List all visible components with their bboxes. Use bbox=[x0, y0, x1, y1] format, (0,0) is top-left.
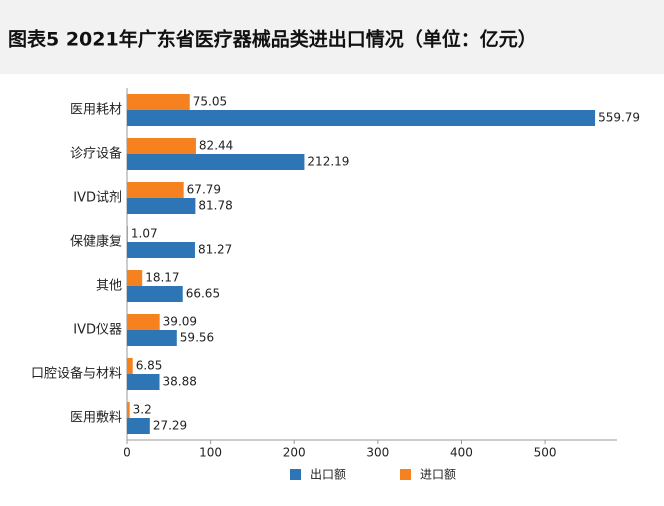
bar bbox=[127, 182, 184, 198]
value-label: 67.79 bbox=[187, 183, 221, 197]
x-tick-label: 100 bbox=[199, 446, 222, 460]
value-label: 27.29 bbox=[153, 419, 187, 433]
bar bbox=[127, 110, 596, 126]
value-label: 1.07 bbox=[131, 227, 158, 241]
y-tick-label: 医用耗材 bbox=[70, 103, 122, 118]
value-label: 81.78 bbox=[198, 199, 232, 213]
bar bbox=[127, 314, 160, 330]
y-tick-label: IVD试剂 bbox=[73, 191, 122, 206]
y-tick-label: 诊疗设备 bbox=[70, 146, 122, 162]
legend-swatch bbox=[400, 469, 411, 480]
legend-swatch bbox=[290, 469, 301, 480]
value-label: 75.05 bbox=[193, 95, 227, 109]
bar bbox=[127, 198, 196, 214]
bar bbox=[127, 226, 128, 242]
bar bbox=[127, 286, 183, 302]
value-label: 6.85 bbox=[136, 359, 163, 373]
bar bbox=[127, 402, 130, 418]
bar bbox=[127, 330, 177, 346]
value-label: 212.19 bbox=[307, 155, 349, 169]
bar bbox=[127, 94, 190, 110]
value-label: 81.27 bbox=[198, 243, 232, 257]
y-tick-label: 医用敷料 bbox=[70, 411, 122, 426]
y-tick-label: IVD仪器 bbox=[73, 323, 122, 338]
value-label: 39.09 bbox=[163, 315, 197, 329]
title-band bbox=[0, 0, 664, 74]
value-label: 18.17 bbox=[145, 271, 179, 285]
x-tick-label: 300 bbox=[366, 446, 389, 460]
legend-label: 进口额 bbox=[420, 468, 456, 482]
bar bbox=[127, 358, 133, 374]
y-tick-label: 其他 bbox=[96, 279, 122, 294]
value-label: 38.88 bbox=[163, 375, 197, 389]
bar bbox=[127, 154, 305, 170]
y-tick-label: 保健康复 bbox=[70, 234, 122, 250]
bar bbox=[127, 418, 150, 434]
bar bbox=[127, 374, 160, 390]
y-tick-label: 口腔设备与材料 bbox=[31, 366, 122, 382]
value-label: 66.65 bbox=[186, 287, 220, 301]
bar bbox=[127, 242, 195, 258]
legend-label: 出口额 bbox=[310, 468, 346, 482]
value-label: 559.79 bbox=[598, 111, 640, 125]
value-label: 3.2 bbox=[133, 403, 152, 417]
x-tick-label: 500 bbox=[534, 446, 557, 460]
value-label: 82.44 bbox=[199, 139, 233, 153]
bar bbox=[127, 270, 143, 286]
chart-title: 图表5 2021年广东省医疗器械品类进出口情况（单位：亿元） bbox=[8, 28, 537, 51]
value-label: 59.56 bbox=[180, 331, 214, 345]
x-tick-label: 0 bbox=[123, 446, 131, 460]
x-tick-label: 400 bbox=[450, 446, 473, 460]
bar bbox=[127, 138, 196, 154]
x-tick-label: 200 bbox=[283, 446, 306, 460]
